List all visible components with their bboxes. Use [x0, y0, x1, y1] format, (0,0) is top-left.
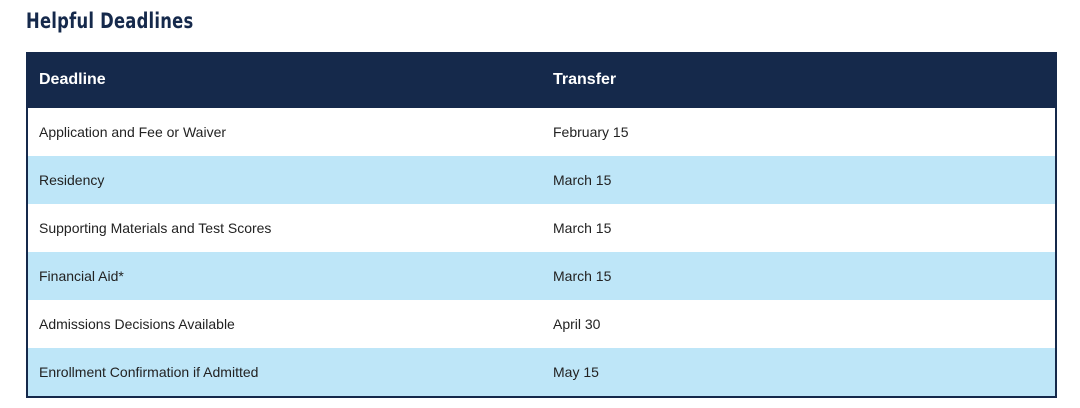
table-row: Application and Fee or Waiver February 15: [27, 108, 1056, 156]
transfer-date-cell: February 15: [553, 124, 629, 140]
transfer-date-cell: March 15: [553, 172, 612, 188]
transfer-date-cell: April 30: [553, 316, 601, 332]
table-header-row: Deadline Transfer: [27, 52, 1056, 108]
column-header-deadline: Deadline: [39, 71, 106, 88]
column-header-transfer: Transfer: [553, 71, 617, 88]
deadlines-table: Deadline Transfer Application and Fee or…: [26, 52, 1057, 398]
transfer-date-cell: March 15: [553, 220, 612, 236]
table-row: Residency March 15: [27, 156, 1056, 204]
deadline-cell: Enrollment Confirmation if Admitted: [39, 364, 259, 380]
deadline-cell: Residency: [39, 172, 105, 188]
table-row: Supporting Materials and Test Scores Marc…: [27, 204, 1056, 252]
table-row: Financial Aid* March 15: [27, 252, 1056, 300]
table-row: Admissions Decisions Available April 30: [27, 300, 1056, 348]
deadline-cell: Financial Aid*: [39, 268, 124, 284]
table-row: Enrollment Confirmation if Admitted May 1…: [27, 348, 1056, 397]
deadline-cell: Admissions Decisions Available: [39, 316, 235, 332]
transfer-date-cell: May 15: [553, 364, 599, 380]
deadline-cell: Supporting Materials and Test Scores: [39, 220, 272, 236]
transfer-date-cell: March 15: [553, 268, 612, 284]
section-title: Helpful Deadlines: [26, 9, 194, 33]
deadline-cell: Application and Fee or Waiver: [39, 124, 227, 140]
